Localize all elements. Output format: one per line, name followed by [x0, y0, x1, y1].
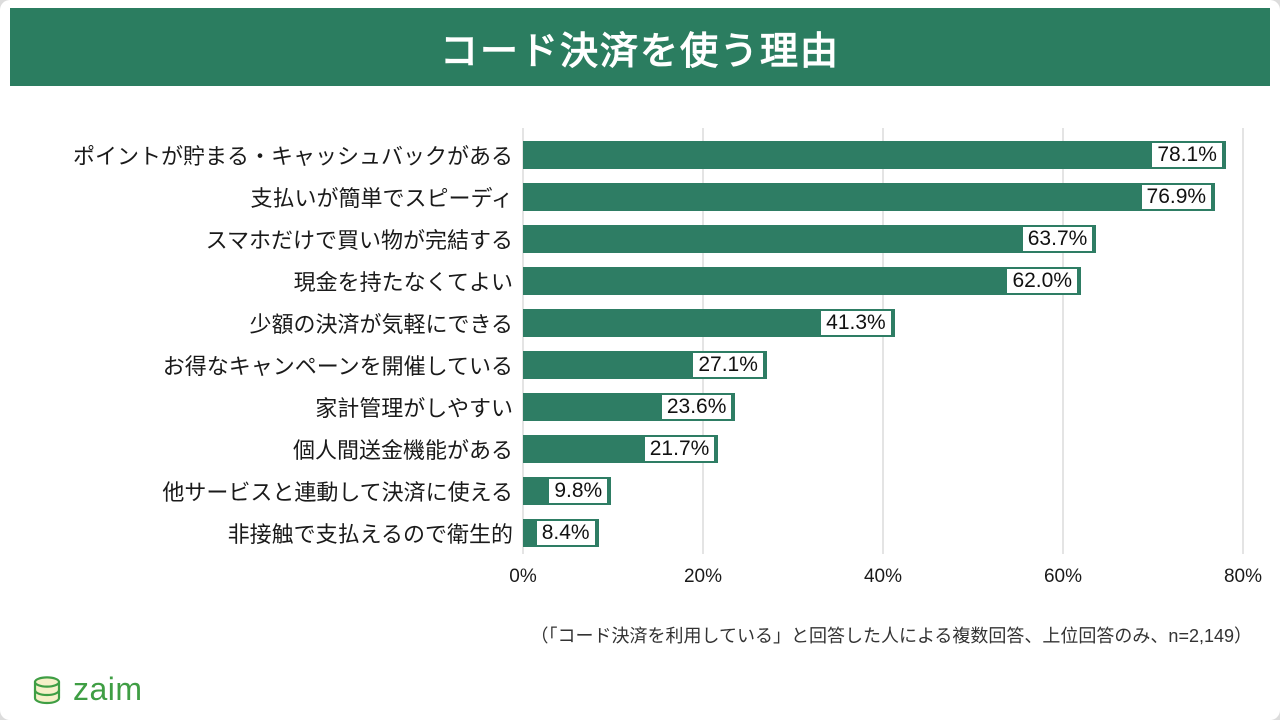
bar-row: 家計管理がしやすい 23.6% — [20, 386, 1260, 428]
logo-text: zaim — [73, 671, 143, 707]
chart-plot-area: ポイントが貯まる・キャッシュバックがある 78.1% 支払いが簡単でスピーディ 76.… — [20, 128, 1260, 554]
value-label: 41.3% — [821, 311, 891, 335]
bar-track: 62.0% — [523, 267, 1243, 295]
zaim-coins-icon — [30, 673, 64, 707]
page-title: コード決済を使う理由 — [439, 30, 840, 73]
bar-chart: ポイントが貯まる・キャッシュバックがある 78.1% 支払いが簡単でスピーディ 76.… — [20, 128, 1262, 596]
value-label: 62.0% — [1007, 269, 1077, 293]
value-label: 9.8% — [549, 479, 608, 503]
bar: 78.1% — [523, 141, 1226, 169]
value-label: 21.7% — [644, 437, 715, 461]
bar-track: 23.6% — [523, 393, 1243, 421]
bar-track: 78.1% — [523, 141, 1243, 169]
x-tick-label: 0% — [509, 566, 537, 587]
bar: 41.3% — [523, 309, 895, 337]
bar-track: 27.1% — [523, 351, 1243, 379]
bar: 76.9% — [523, 183, 1216, 211]
category-label: 家計管理がしやすい — [315, 396, 513, 421]
bar-rows: ポイントが貯まる・キャッシュバックがある 78.1% 支払いが簡単でスピーディ 76.… — [20, 134, 1260, 554]
bar-track: 21.7% — [523, 435, 1243, 463]
title-banner: コード決済を使う理由 — [10, 8, 1270, 86]
x-axis: 0% 20% 40% 60% 80% — [509, 562, 1262, 596]
bar-row: 支払いが簡単でスピーディ 76.9% — [20, 176, 1260, 218]
bar-row: 現金を持たなくてよい 62.0% — [20, 260, 1260, 302]
bar-row: 少額の決済が気軽にできる 41.3% — [20, 302, 1260, 344]
value-label: 27.1% — [693, 353, 763, 377]
bar-track: 76.9% — [523, 183, 1243, 211]
bar-row: スマホだけで買い物が完結する 63.7% — [20, 218, 1260, 260]
bar-row: 個人間送金機能がある 21.7% — [20, 428, 1260, 470]
category-label: 少額の決済が気軽にできる — [249, 312, 513, 337]
bar: 27.1% — [523, 351, 767, 379]
value-label: 23.6% — [661, 395, 732, 419]
category-label: スマホだけで買い物が完結する — [205, 228, 513, 253]
value-label: 8.4% — [536, 521, 595, 545]
bar-row: 他サービスと連動して決済に使える 9.8% — [20, 470, 1260, 512]
category-label: 現金を持たなくてよい — [293, 270, 513, 295]
footnote: （「コード決済を利用している」と回答した人による複数回答、上位回答のみ、n=2,… — [530, 626, 1252, 646]
bar-row: ポイントが貯まる・キャッシュバックがある 78.1% — [20, 134, 1260, 176]
category-label: ポイントが貯まる・キャッシュバックがある — [72, 144, 513, 169]
x-tick-label: 60% — [1043, 566, 1083, 587]
category-label: 他サービスと連動して決済に使える — [162, 480, 513, 505]
bar-row: お得なキャンペーンを開催している 27.1% — [20, 344, 1260, 386]
bar: 63.7% — [523, 225, 1097, 253]
bar: 62.0% — [523, 267, 1081, 295]
category-label: 非接触で支払えるので衛生的 — [227, 522, 513, 547]
category-label: お得なキャンペーンを開催している — [162, 354, 513, 379]
value-label: 63.7% — [1022, 227, 1093, 251]
x-tick-label: 80% — [1223, 566, 1263, 587]
bar-track: 8.4% — [523, 519, 1243, 547]
bar-track: 9.8% — [523, 477, 1243, 505]
bar: 8.4% — [523, 519, 599, 547]
category-label: 個人間送金機能がある — [292, 438, 513, 463]
value-label: 76.9% — [1141, 185, 1212, 209]
footer-logo: zaim — [30, 671, 143, 708]
bar-track: 63.7% — [523, 225, 1243, 253]
x-tick-label: 20% — [683, 566, 723, 587]
bar: 21.7% — [523, 435, 719, 463]
value-label: 78.1% — [1152, 143, 1222, 167]
bar: 23.6% — [523, 393, 736, 421]
bar-track: 41.3% — [523, 309, 1243, 337]
x-tick-label: 40% — [863, 566, 903, 587]
category-label: 支払いが簡単でスピーディ — [250, 186, 513, 211]
bar-row: 非接触で支払えるので衛生的 8.4% — [20, 512, 1260, 554]
bar: 9.8% — [523, 477, 612, 505]
